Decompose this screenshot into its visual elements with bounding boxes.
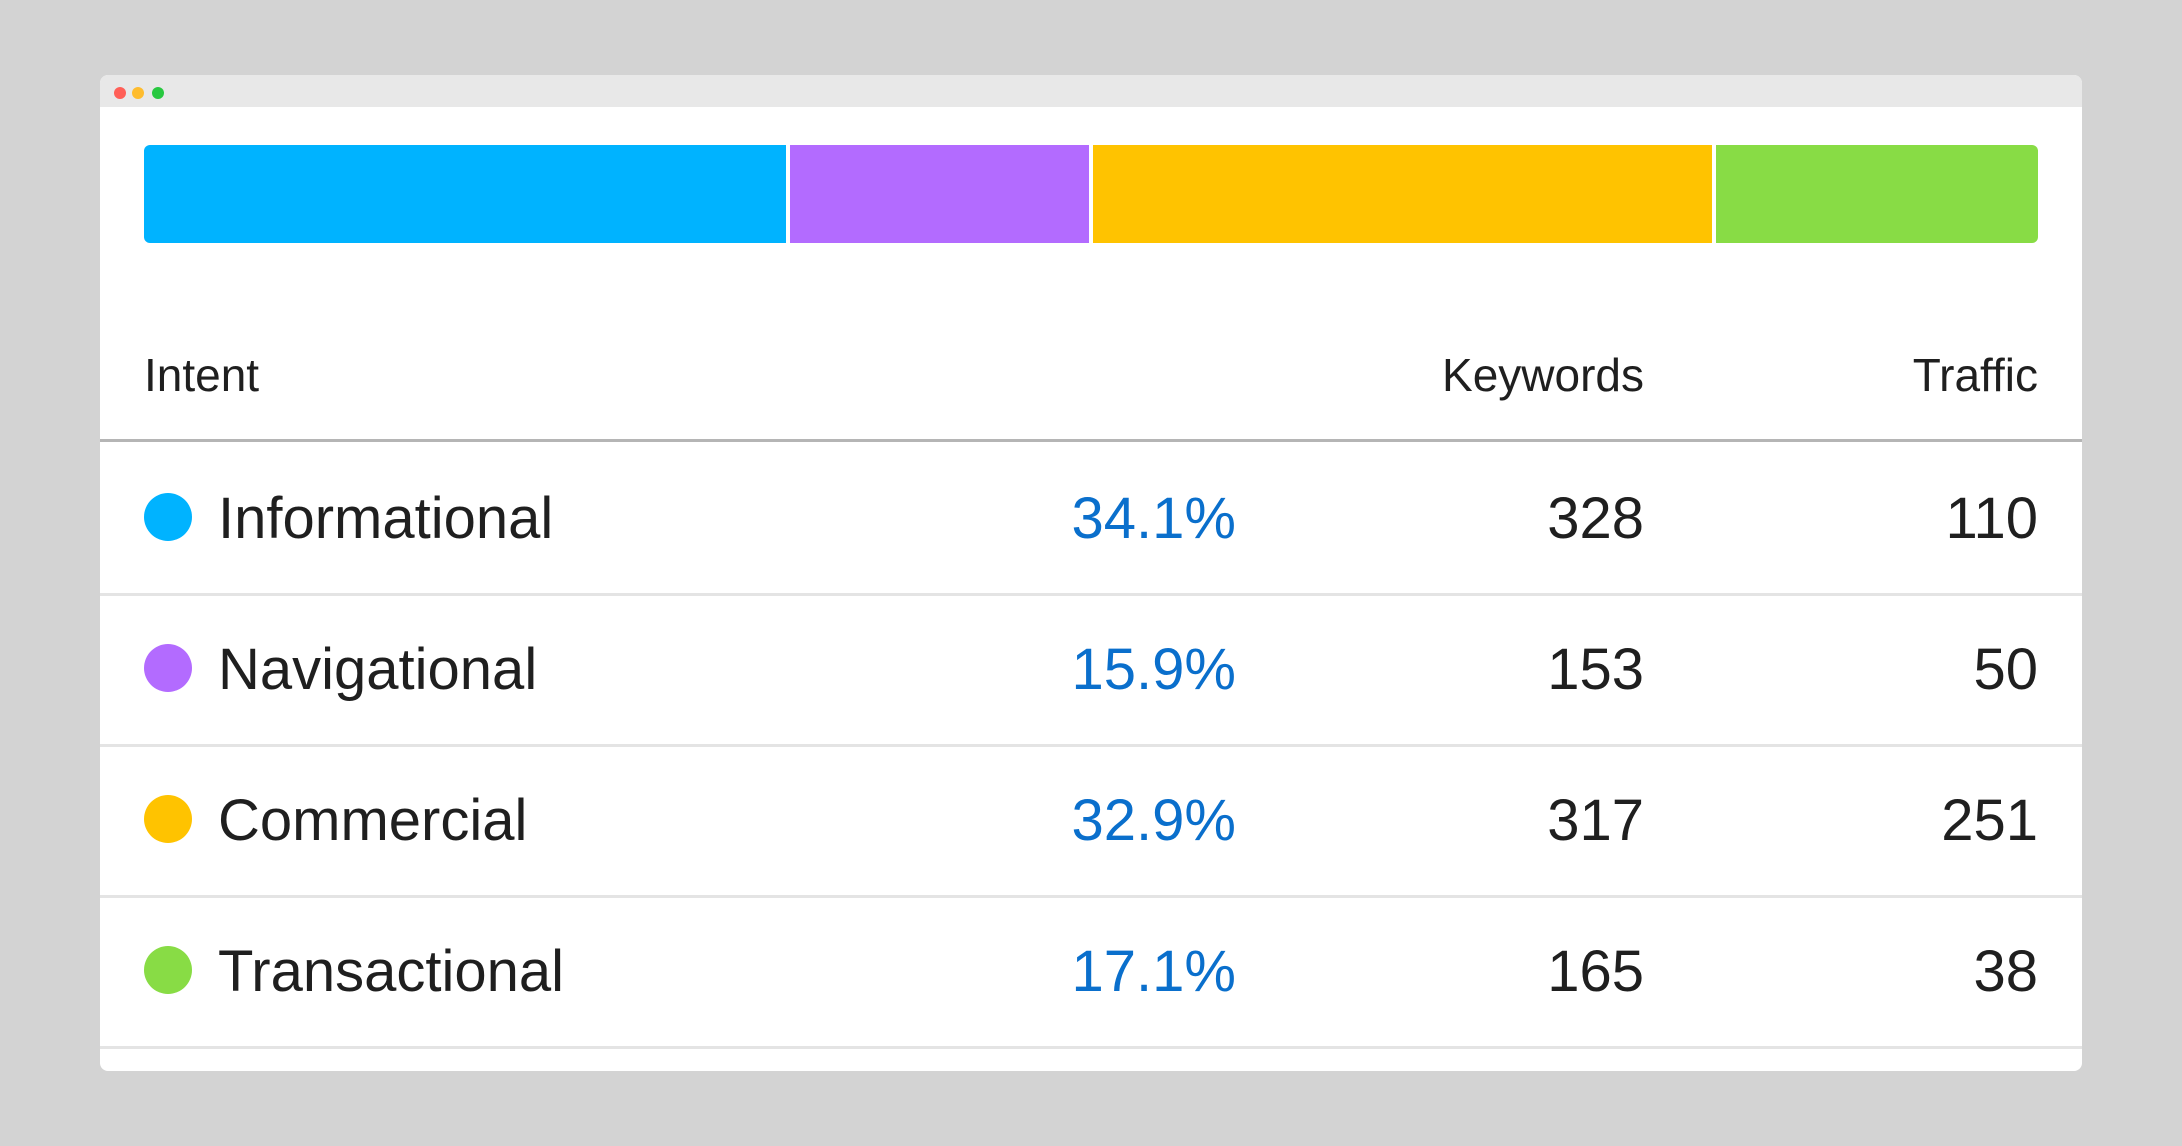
app-window: Intent Keywords Traffic Informational 34…	[100, 75, 2082, 1071]
intent-distribution-bar	[144, 145, 2038, 243]
column-header-traffic[interactable]: Traffic	[1912, 349, 2038, 401]
intent-label: Informational	[218, 486, 554, 551]
transactional-dot-icon	[144, 946, 192, 994]
intent-label: Navigational	[218, 637, 538, 702]
keywords-count: 165	[1547, 939, 1644, 1004]
keywords-count: 317	[1547, 788, 1644, 853]
navigational-dot-icon	[144, 644, 192, 692]
table-header-row: Intent Keywords Traffic	[100, 75, 2082, 442]
distribution-segment-navigational	[785, 145, 1089, 243]
column-header-intent[interactable]: Intent	[144, 349, 260, 401]
commercial-dot-icon	[144, 795, 192, 843]
distribution-segment-transactional	[1712, 145, 2038, 243]
traffic-value: 110	[1945, 486, 2038, 551]
column-header-keywords[interactable]: Keywords	[1442, 349, 1644, 401]
intent-percent-link[interactable]: 15.9%	[1071, 637, 1236, 702]
informational-dot-icon	[144, 493, 192, 541]
distribution-segment-commercial	[1089, 145, 1713, 243]
intent-percent-link[interactable]: 17.1%	[1071, 939, 1236, 1004]
table-row: Transactional 17.1% 165 38	[100, 898, 2082, 1049]
table-body: Informational 34.1% 328 110 Navigational…	[100, 445, 2082, 1049]
distribution-segment-informational	[144, 145, 786, 243]
maximize-window-dot-icon[interactable]	[152, 87, 164, 99]
close-window-dot-icon[interactable]	[114, 87, 126, 99]
table-row: Informational 34.1% 328 110	[100, 445, 2082, 596]
traffic-value: 50	[1973, 637, 2038, 702]
intent-label: Transactional	[218, 939, 565, 1004]
intent-label: Commercial	[218, 788, 528, 853]
table-row: Commercial 32.9% 317 251	[100, 747, 2082, 898]
minimize-window-dot-icon[interactable]	[132, 87, 144, 99]
keywords-count: 328	[1547, 486, 1644, 551]
keywords-count: 153	[1547, 637, 1644, 702]
traffic-value: 38	[1973, 939, 2038, 1004]
intent-percent-link[interactable]: 32.9%	[1071, 788, 1236, 853]
traffic-value: 251	[1941, 788, 2038, 853]
table-row: Navigational 15.9% 153 50	[100, 596, 2082, 747]
intent-percent-link[interactable]: 34.1%	[1071, 486, 1236, 551]
window-titlebar	[100, 75, 2082, 107]
